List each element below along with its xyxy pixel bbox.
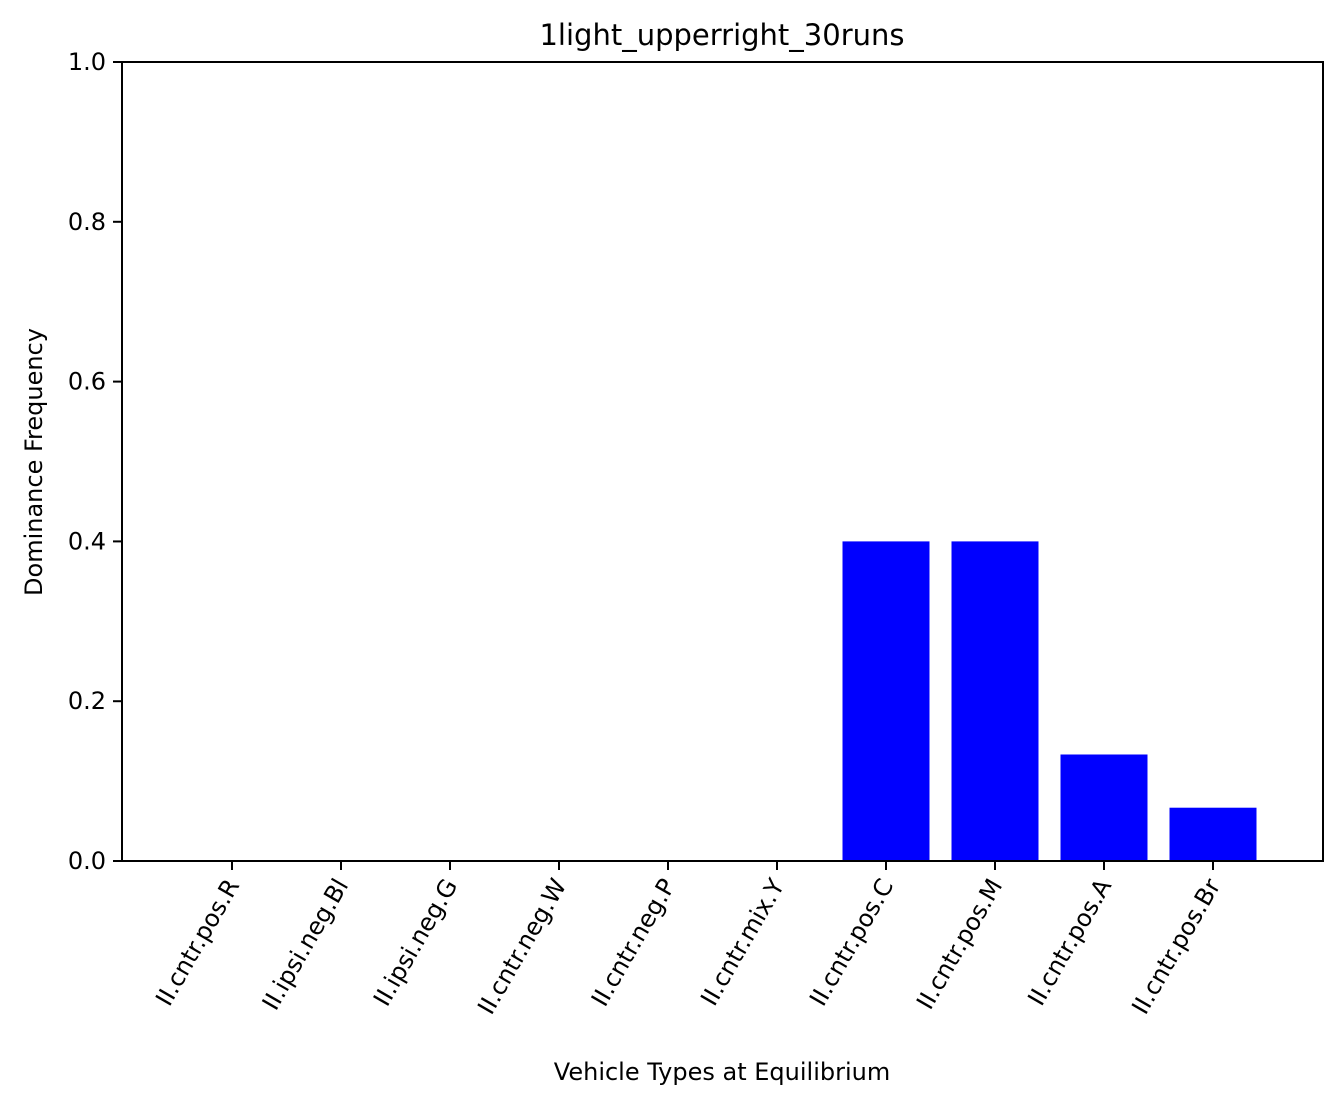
y-tick-label: 0.0 bbox=[68, 847, 106, 875]
y-tick-label: 0.8 bbox=[68, 208, 106, 236]
y-tick-label: 0.4 bbox=[68, 527, 106, 555]
y-tick-label: 0.2 bbox=[68, 687, 106, 715]
y-axis: 0.0 0.2 0.4 0.6 0.8 1.0 bbox=[68, 48, 122, 875]
bar-II.cntr.pos.M bbox=[951, 541, 1039, 861]
axes-frame bbox=[121, 61, 1324, 862]
bar-II.cntr.pos.C bbox=[842, 541, 930, 861]
y-axis-label: Dominance Frequency bbox=[20, 328, 48, 596]
bar-II.cntr.pos.A bbox=[1060, 754, 1148, 861]
y-tick-label: 1.0 bbox=[68, 48, 106, 76]
bars-layer bbox=[842, 541, 1257, 861]
chart-title: 1light_upperright_30runs bbox=[539, 18, 904, 52]
y-tick-label: 0.6 bbox=[68, 368, 106, 396]
bar-II.cntr.pos.Br bbox=[1169, 807, 1257, 861]
x-axis-label: Vehicle Types at Equilibrium bbox=[554, 1058, 890, 1086]
